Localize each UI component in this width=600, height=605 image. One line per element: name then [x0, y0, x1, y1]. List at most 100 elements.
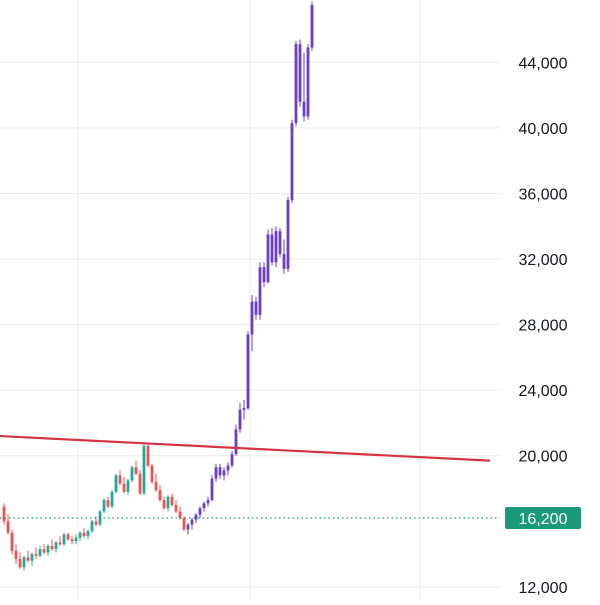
candle-body [62, 534, 66, 545]
y-tick-label: 36,000 [519, 186, 568, 203]
candle-body [58, 542, 62, 545]
candle-body [242, 408, 246, 410]
candle [186, 522, 190, 535]
candle [190, 518, 194, 530]
candle [102, 498, 106, 514]
candle-body [246, 334, 250, 409]
candle [130, 465, 134, 482]
candle-body [146, 445, 150, 466]
candle [194, 513, 198, 523]
candle [230, 450, 234, 468]
candle-body [274, 231, 278, 263]
candle [246, 331, 250, 410]
candle [142, 442, 146, 496]
candle-body [114, 475, 118, 492]
candle-body [50, 545, 54, 550]
candle-body [170, 496, 174, 505]
candle [274, 226, 278, 268]
candles [2, 1, 314, 571]
y-tick-label: 20,000 [519, 449, 568, 466]
candle [250, 295, 254, 351]
candle-body [30, 554, 34, 561]
candle [158, 485, 162, 502]
candle [278, 227, 282, 258]
candle-body [138, 473, 142, 494]
candle [182, 516, 186, 532]
candle [170, 493, 174, 507]
candle-body [130, 467, 134, 481]
candle [38, 545, 42, 558]
candle-body [278, 231, 282, 255]
candle-body [282, 254, 286, 269]
candle-body [202, 503, 206, 509]
current-price-badge-bg [505, 507, 581, 530]
candle [42, 544, 46, 555]
candle [2, 503, 6, 525]
price-axis: 12,000 20,000 24,000 28,000 32,000 36,000 40,0… [519, 55, 568, 597]
candle-body [162, 500, 166, 509]
candle [206, 496, 210, 507]
candle [126, 478, 130, 496]
candle-body [42, 549, 46, 553]
candle-body [206, 500, 210, 504]
candle [54, 540, 58, 553]
y-tick-label: 24,000 [519, 383, 568, 400]
candle-body [186, 524, 190, 530]
y-tick-label: 28,000 [519, 318, 568, 335]
y-tick-label: 32,000 [519, 252, 568, 269]
candle-body [250, 301, 254, 335]
candle-body [82, 532, 86, 537]
candle [30, 552, 34, 566]
candle-body [110, 491, 114, 507]
candle [258, 262, 262, 320]
y-tick-label: 40,000 [519, 121, 568, 138]
candle [306, 44, 310, 120]
candle [310, 1, 314, 51]
candle [282, 239, 286, 274]
candle [154, 473, 158, 492]
candle-body [154, 481, 158, 491]
candle [114, 473, 118, 494]
candle [10, 529, 14, 555]
candle [22, 555, 26, 571]
candle-body [46, 545, 50, 553]
candle [138, 470, 142, 496]
candle [238, 403, 242, 433]
candle [62, 532, 66, 546]
candle-body [78, 532, 82, 538]
candle-body [262, 267, 266, 282]
candle [110, 490, 114, 509]
candle [202, 501, 206, 512]
candle [294, 40, 298, 127]
candle-body [2, 506, 6, 522]
candle-body [90, 521, 94, 532]
candle [14, 544, 18, 564]
candle-body [10, 532, 14, 551]
candle [26, 550, 30, 563]
candle-body [286, 200, 290, 269]
candle-body [218, 467, 222, 476]
candle-body [198, 508, 202, 515]
candle [210, 475, 214, 502]
candle [166, 495, 170, 512]
candle-body [266, 234, 270, 282]
candle [150, 463, 154, 484]
candle-body [70, 539, 74, 541]
candle-body [302, 101, 306, 117]
candle [70, 536, 74, 545]
y-tick-label: 44,000 [519, 55, 568, 72]
candle [262, 262, 266, 287]
current-price-label: 16,200 [519, 511, 568, 528]
candle [50, 539, 54, 551]
y-tick-label: 12,000 [519, 580, 568, 597]
candle [198, 506, 202, 519]
candle [78, 531, 82, 541]
candle-body [258, 267, 262, 315]
candle [74, 534, 78, 545]
candle [82, 527, 86, 538]
candle-body [142, 445, 146, 494]
candle-body [238, 409, 242, 430]
candle-body [182, 518, 186, 530]
